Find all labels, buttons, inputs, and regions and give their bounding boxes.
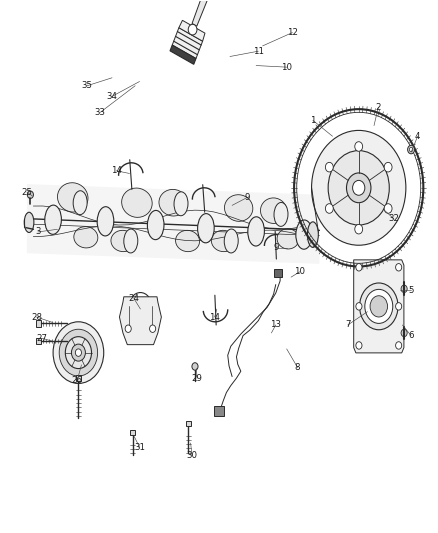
Circle shape	[355, 224, 363, 234]
Ellipse shape	[97, 207, 114, 236]
Text: 31: 31	[134, 443, 145, 452]
Ellipse shape	[277, 229, 299, 249]
Circle shape	[355, 142, 363, 151]
Circle shape	[401, 285, 407, 293]
Circle shape	[396, 342, 402, 349]
Text: 11: 11	[253, 47, 264, 55]
Text: 8: 8	[295, 363, 300, 372]
Circle shape	[353, 180, 365, 195]
Circle shape	[360, 283, 398, 330]
Ellipse shape	[57, 183, 88, 212]
Bar	[214, 406, 224, 416]
Ellipse shape	[296, 220, 312, 249]
Circle shape	[192, 363, 198, 370]
Circle shape	[311, 131, 406, 245]
Text: 35: 35	[81, 81, 93, 90]
Text: 24: 24	[128, 294, 139, 303]
Ellipse shape	[174, 192, 188, 216]
Ellipse shape	[248, 217, 265, 246]
Circle shape	[356, 264, 362, 271]
Text: 28: 28	[31, 312, 42, 321]
Text: 13: 13	[270, 320, 281, 329]
Polygon shape	[27, 184, 319, 264]
Circle shape	[53, 322, 104, 383]
Polygon shape	[172, 28, 203, 59]
Ellipse shape	[274, 203, 288, 227]
Text: 5: 5	[408, 286, 414, 295]
Circle shape	[71, 344, 85, 361]
Ellipse shape	[111, 230, 135, 252]
Polygon shape	[354, 260, 404, 353]
Circle shape	[370, 296, 388, 317]
Text: 30: 30	[187, 451, 198, 460]
Circle shape	[384, 163, 392, 172]
Text: 14: 14	[111, 166, 122, 175]
Circle shape	[410, 148, 413, 152]
Ellipse shape	[261, 198, 287, 223]
Circle shape	[150, 325, 155, 333]
Ellipse shape	[124, 229, 138, 253]
Ellipse shape	[212, 230, 235, 252]
Circle shape	[125, 325, 131, 333]
Text: 2: 2	[376, 102, 381, 111]
Circle shape	[356, 342, 362, 349]
Circle shape	[356, 303, 362, 310]
Ellipse shape	[159, 189, 187, 216]
Text: 4: 4	[415, 132, 420, 141]
Circle shape	[59, 329, 98, 376]
Circle shape	[365, 289, 393, 324]
Ellipse shape	[307, 222, 318, 247]
Circle shape	[396, 264, 402, 271]
Text: 1: 1	[310, 116, 316, 125]
Circle shape	[188, 25, 197, 35]
Ellipse shape	[73, 191, 87, 215]
Bar	[186, 421, 191, 426]
Ellipse shape	[224, 195, 253, 221]
Circle shape	[384, 204, 392, 213]
Circle shape	[75, 349, 81, 357]
Text: 9: 9	[273, 244, 279, 253]
Polygon shape	[170, 45, 196, 64]
Circle shape	[325, 163, 333, 172]
Circle shape	[328, 151, 389, 225]
Ellipse shape	[176, 230, 200, 252]
Text: 29: 29	[192, 374, 203, 383]
Text: 9: 9	[245, 193, 250, 202]
Text: 10: 10	[281, 63, 292, 71]
Text: 33: 33	[95, 108, 106, 117]
Text: 12: 12	[287, 28, 298, 37]
Text: 26: 26	[71, 376, 83, 385]
Ellipse shape	[45, 205, 61, 235]
Ellipse shape	[24, 212, 34, 232]
Text: 3: 3	[35, 228, 41, 237]
Text: 34: 34	[106, 92, 117, 101]
Circle shape	[65, 337, 92, 368]
Ellipse shape	[224, 229, 238, 253]
Circle shape	[401, 329, 407, 337]
Text: 10: 10	[294, 268, 305, 276]
Text: 6: 6	[408, 331, 414, 340]
Circle shape	[27, 191, 33, 198]
Circle shape	[325, 204, 333, 213]
Text: 32: 32	[388, 214, 399, 223]
Ellipse shape	[122, 188, 152, 217]
Text: 7: 7	[345, 320, 350, 329]
Bar	[76, 375, 81, 381]
Bar	[36, 338, 41, 344]
Polygon shape	[192, 0, 230, 26]
Circle shape	[346, 173, 371, 203]
Bar	[36, 320, 41, 327]
Text: 25: 25	[21, 188, 32, 197]
Ellipse shape	[74, 227, 98, 248]
Ellipse shape	[198, 214, 214, 243]
Bar	[130, 430, 135, 435]
Bar	[274, 269, 283, 277]
Text: 27: 27	[37, 334, 48, 343]
Circle shape	[408, 146, 415, 154]
Ellipse shape	[148, 211, 164, 240]
Circle shape	[396, 303, 402, 310]
Polygon shape	[120, 297, 161, 345]
Text: 14: 14	[209, 312, 220, 321]
Polygon shape	[179, 20, 205, 41]
